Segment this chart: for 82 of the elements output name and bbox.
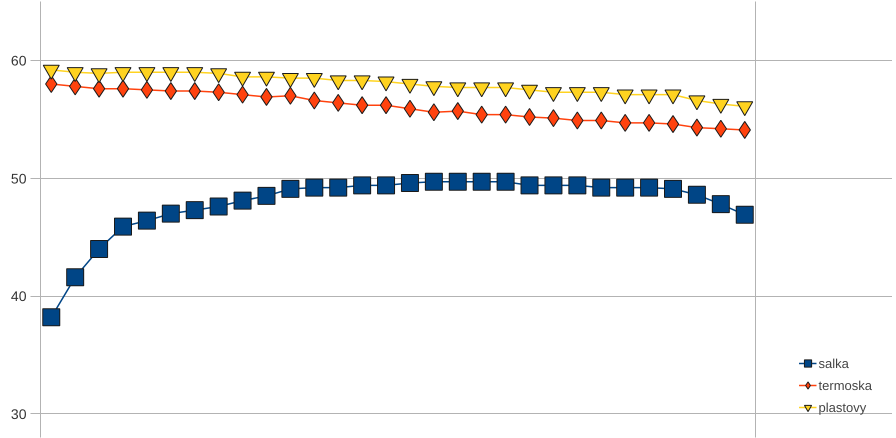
- point: [42, 64, 60, 80]
- point: [305, 178, 324, 197]
- point: [66, 67, 84, 82]
- point: [520, 176, 539, 194]
- point: [281, 180, 300, 198]
- point: [400, 174, 419, 192]
- point: [664, 89, 682, 104]
- point: [499, 106, 512, 124]
- point: [210, 198, 228, 216]
- point: [640, 89, 658, 104]
- point: [354, 75, 371, 90]
- point: [234, 192, 252, 210]
- y-tick-label: 50: [10, 170, 27, 186]
- point: [162, 67, 180, 82]
- point: [473, 82, 490, 98]
- point: [425, 81, 442, 96]
- legend-label: termoska: [818, 378, 872, 392]
- point: [592, 87, 610, 102]
- point: [92, 80, 106, 98]
- point: [401, 78, 418, 94]
- point: [90, 68, 108, 84]
- point: [736, 206, 754, 224]
- point: [236, 86, 249, 104]
- point: [472, 172, 491, 191]
- point: [616, 89, 634, 104]
- point: [114, 67, 132, 82]
- point: [378, 76, 395, 92]
- point: [449, 82, 466, 98]
- point: [690, 118, 704, 137]
- point: [138, 67, 156, 82]
- point: [497, 82, 514, 98]
- point: [428, 103, 440, 122]
- point: [736, 101, 754, 116]
- point: [380, 96, 392, 114]
- point: [212, 83, 225, 102]
- point: [642, 114, 656, 132]
- point: [424, 172, 443, 191]
- point: [257, 186, 276, 205]
- legend-label: plastovy: [818, 400, 866, 414]
- point: [162, 204, 180, 223]
- y-tick-label: 40: [10, 288, 27, 304]
- point: [90, 240, 108, 258]
- point: [186, 201, 204, 220]
- point: [688, 186, 706, 204]
- point: [377, 176, 396, 194]
- point: [114, 218, 132, 236]
- point: [116, 80, 130, 98]
- point: [666, 115, 680, 134]
- point: [544, 176, 562, 194]
- point: [571, 112, 584, 130]
- point: [568, 87, 586, 102]
- point: [568, 176, 586, 194]
- point: [496, 172, 515, 191]
- point: [712, 98, 730, 114]
- point: [664, 180, 682, 198]
- legend-label: salka: [818, 356, 849, 370]
- point: [282, 72, 299, 88]
- point: [329, 178, 348, 197]
- point: [353, 176, 372, 194]
- point: [284, 86, 297, 105]
- point: [356, 96, 368, 114]
- point: [688, 95, 706, 110]
- point: [258, 72, 275, 87]
- y-tick-label: 30: [10, 406, 27, 422]
- point: [544, 87, 562, 102]
- point: [592, 178, 610, 197]
- point: [330, 75, 347, 90]
- point: [234, 72, 252, 87]
- point: [448, 172, 467, 191]
- point: [616, 178, 634, 197]
- point: [138, 212, 156, 230]
- point: [640, 178, 658, 197]
- point: [210, 68, 228, 84]
- point: [523, 108, 536, 126]
- y-tick-label: 60: [10, 52, 27, 68]
- point: [521, 84, 538, 100]
- point: [404, 100, 416, 118]
- point: [66, 268, 84, 286]
- point: [712, 195, 730, 214]
- point: [547, 109, 560, 128]
- point: [186, 67, 204, 82]
- point: [306, 72, 323, 88]
